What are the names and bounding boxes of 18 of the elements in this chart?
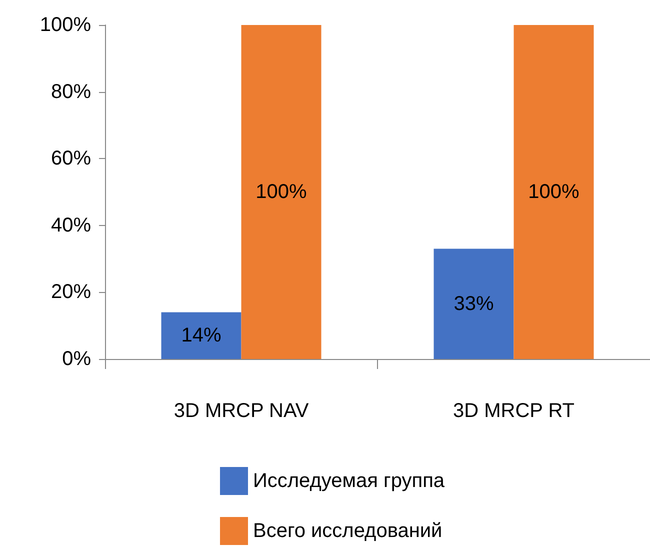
x-tick-label: 3D MRCP NAV xyxy=(174,400,310,422)
data-label: 100% xyxy=(256,181,308,203)
y-tick-label: 40% xyxy=(50,214,92,236)
bar xyxy=(514,25,594,359)
y-tick-label: 20% xyxy=(50,281,92,304)
data-label: 33% xyxy=(454,292,494,315)
bar xyxy=(434,248,514,359)
legend-label: Всего исследований xyxy=(253,520,442,542)
x-tick-label: 3D MRCP RT xyxy=(452,400,575,422)
data-label: 100% xyxy=(528,181,580,203)
bar xyxy=(161,312,242,359)
data-label: 14% xyxy=(181,324,222,347)
bar xyxy=(241,25,322,359)
y-tick-label: 0% xyxy=(62,348,92,370)
y-tick-label: 60% xyxy=(50,148,92,170)
y-tick-label: 100% xyxy=(40,14,92,36)
legend-label: Исследуемая группа xyxy=(253,470,446,492)
y-tick-label: 80% xyxy=(50,80,92,103)
